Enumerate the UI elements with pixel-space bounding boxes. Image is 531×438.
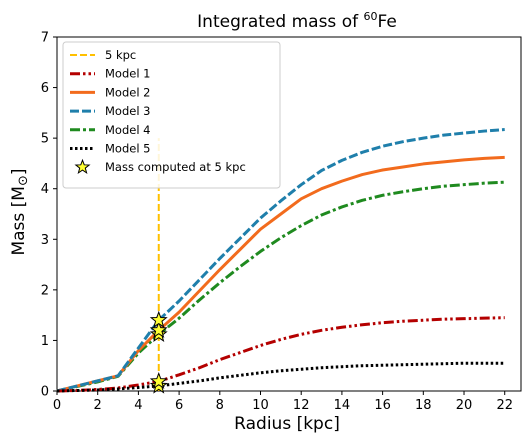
legend-star-swatch [74, 158, 91, 175]
legend-box [62, 41, 281, 189]
x-tick-label: 12 [293, 398, 310, 413]
x-tick-label: 4 [134, 398, 142, 413]
title-tail: Fe [378, 12, 397, 32]
star-marker [149, 371, 168, 390]
legend-label: Model 1 [105, 67, 151, 81]
series-line-model-1 [56, 316, 505, 393]
x-tick-label: 16 [374, 398, 391, 413]
y-tick-label: 4 [41, 182, 49, 197]
y-tick-label: 1 [41, 334, 49, 349]
x-axis-label: Radius [kpc] [234, 414, 340, 434]
x-tick-label: 8 [216, 398, 224, 413]
legend: 5 kpc Model 1 Model 2 Model 3 Model 4 Model 5… [62, 41, 281, 189]
x-tick-label: 0 [53, 398, 61, 413]
x-tick-label: 22 [496, 398, 513, 413]
y-axis-label: Mass [M⊙] [9, 168, 31, 255]
x-tick-label: 20 [456, 398, 473, 413]
title-superscript: 60 [364, 10, 378, 23]
y-tick-label: 0 [41, 385, 49, 400]
star-marker [149, 320, 168, 338]
y-axis-label-tail: ] [9, 168, 29, 175]
x-tick-label: 2 [94, 398, 102, 413]
x-tick-label: 6 [175, 398, 183, 413]
y-tick-label: 7 [41, 31, 49, 46]
x-tick-label: 10 [252, 398, 269, 413]
y-tick-label: 5 [41, 132, 49, 147]
legend-label: 5 kpc [105, 48, 136, 62]
legend-label: Mass computed at 5 kpc [105, 160, 246, 174]
chart-title: Integrated mass of 60Fe [197, 10, 397, 32]
title-main: Integrated mass of [197, 12, 363, 32]
star-marker [149, 310, 168, 328]
y-tick-label: 3 [41, 233, 49, 248]
x-tick-label: 14 [334, 398, 351, 413]
y-tick-label: 6 [41, 81, 49, 96]
series-line-model-2 [56, 155, 505, 393]
x-tick-label: 18 [415, 398, 432, 413]
legend-label: Model 5 [105, 142, 151, 156]
y-tick-label: 2 [41, 283, 49, 298]
legend-label: Model 3 [105, 104, 151, 118]
plot-frame [56, 36, 522, 392]
y-axis-label-main: Mass [M [9, 186, 29, 256]
y-axis-label-symbol: ⊙ [16, 175, 31, 186]
series-line-model-3 [56, 128, 505, 393]
legend-label: Model 2 [105, 85, 151, 99]
legend-label: Model 4 [105, 123, 151, 137]
